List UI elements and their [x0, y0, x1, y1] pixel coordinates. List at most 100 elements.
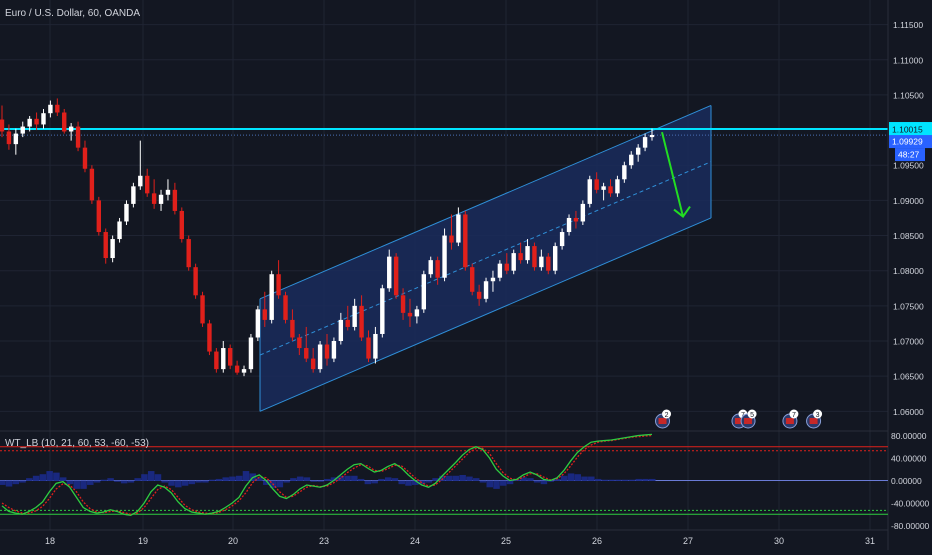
candle-body	[435, 260, 440, 278]
histogram-bar	[520, 477, 527, 481]
resistance-line-group[interactable]	[0, 128, 888, 136]
candle-body	[138, 175, 143, 187]
event-marker[interactable]: 5	[740, 409, 757, 429]
candle-body	[55, 104, 60, 113]
indicator-axis[interactable]: 80.00000 40.00000 0.00000 -40.00000 -80.0000…	[891, 431, 930, 531]
event-marker[interactable]: 2	[655, 409, 672, 429]
candle	[13, 128, 19, 155]
candle	[552, 242, 558, 275]
histogram-bar	[290, 478, 297, 481]
candle	[310, 348, 316, 373]
arrow-head[interactable]	[673, 205, 691, 218]
histogram-bar	[459, 474, 466, 481]
time-axis[interactable]: 18 19 20 23 24 25 26 27 30 31	[45, 536, 875, 546]
histogram-bar	[276, 480, 284, 488]
candle	[559, 228, 565, 250]
candle	[172, 182, 178, 215]
candle	[483, 277, 489, 303]
histogram-bar	[46, 471, 53, 481]
time-tick-label: 18	[45, 536, 55, 546]
candle	[55, 98, 60, 117]
candle	[324, 333, 330, 366]
candle-body	[75, 126, 81, 148]
candle-body	[82, 147, 88, 169]
event-marker[interactable]: 3	[806, 409, 823, 429]
candle	[34, 112, 39, 131]
candle-body	[539, 256, 544, 268]
candle	[221, 341, 226, 373]
projection-arrow[interactable]	[661, 131, 691, 218]
channel-median-line[interactable]	[259, 161, 712, 356]
candle	[573, 210, 579, 229]
histogram-bar	[317, 480, 324, 482]
candle-body	[241, 369, 247, 373]
candle	[255, 305, 261, 342]
candle-body	[255, 309, 261, 338]
candle	[345, 305, 350, 331]
histogram-bar	[405, 480, 412, 486]
price-tick-label: 1.09000	[893, 196, 924, 206]
candle-body	[41, 113, 46, 125]
candle-body	[642, 137, 648, 148]
histogram-bar	[486, 480, 493, 488]
histogram-bar	[588, 476, 595, 481]
candle-body	[352, 305, 357, 327]
candle	[124, 200, 129, 225]
last-price-badge: 1.09929 48:27	[889, 135, 932, 162]
candle	[62, 108, 67, 134]
histogram-bar	[425, 480, 433, 483]
histogram-bar	[384, 477, 392, 481]
histogram-bar	[506, 480, 514, 485]
candle	[470, 263, 475, 296]
resistance-badge-bg	[889, 122, 932, 137]
channel-lower-line[interactable]	[259, 217, 712, 412]
candle	[373, 326, 378, 364]
histogram-bar	[32, 475, 40, 481]
candle	[207, 319, 212, 356]
resistance-price-badge: 1.10015	[889, 122, 932, 137]
histogram-bar	[493, 480, 500, 489]
time-tick-label: 19	[138, 536, 148, 546]
price-tick-label: 1.09500	[893, 161, 924, 171]
candle-body	[373, 333, 378, 359]
histogram-bar	[235, 475, 243, 481]
candle	[297, 333, 302, 356]
histogram-bar	[188, 480, 196, 485]
candle-body	[297, 337, 302, 349]
candle	[331, 337, 337, 363]
histogram-bar	[256, 477, 263, 481]
candle	[456, 207, 461, 247]
candle-body	[207, 323, 212, 352]
event-count-badge	[789, 409, 799, 419]
candle	[594, 172, 599, 194]
candle-body	[649, 134, 655, 138]
candle	[27, 116, 32, 132]
candle	[622, 161, 627, 183]
candle-body	[331, 341, 337, 359]
histogram-bar	[371, 480, 378, 484]
candle-body	[587, 179, 592, 204]
histogram-bar	[560, 475, 568, 481]
candle-body	[172, 189, 178, 211]
candle-body	[151, 193, 157, 204]
arrow-shaft[interactable]	[661, 131, 684, 217]
histogram-bar	[635, 478, 642, 481]
candle-body	[490, 277, 496, 282]
last-price-badge-label: 1.09929	[892, 137, 923, 147]
price-axis[interactable]: 1.11500 1.11000 1.10500 1.09500 1.09000 1.085…	[893, 20, 924, 417]
histogram-bar	[100, 479, 108, 481]
channel-upper-line[interactable]	[259, 105, 712, 300]
candle-body	[552, 246, 558, 271]
histogram-bar	[242, 471, 250, 481]
event-count: 2	[665, 412, 669, 419]
histogram-bar	[466, 476, 473, 481]
candle	[179, 207, 184, 243]
countdown-badge-bg	[895, 148, 925, 162]
candle-body	[407, 312, 413, 317]
event-marker[interactable]: 7	[782, 409, 799, 429]
price-tick-label: 1.08000	[893, 266, 924, 276]
candle	[151, 179, 157, 209]
candle	[165, 179, 171, 201]
time-tick-label: 27	[683, 536, 693, 546]
event-flag-stripe	[744, 418, 753, 424]
